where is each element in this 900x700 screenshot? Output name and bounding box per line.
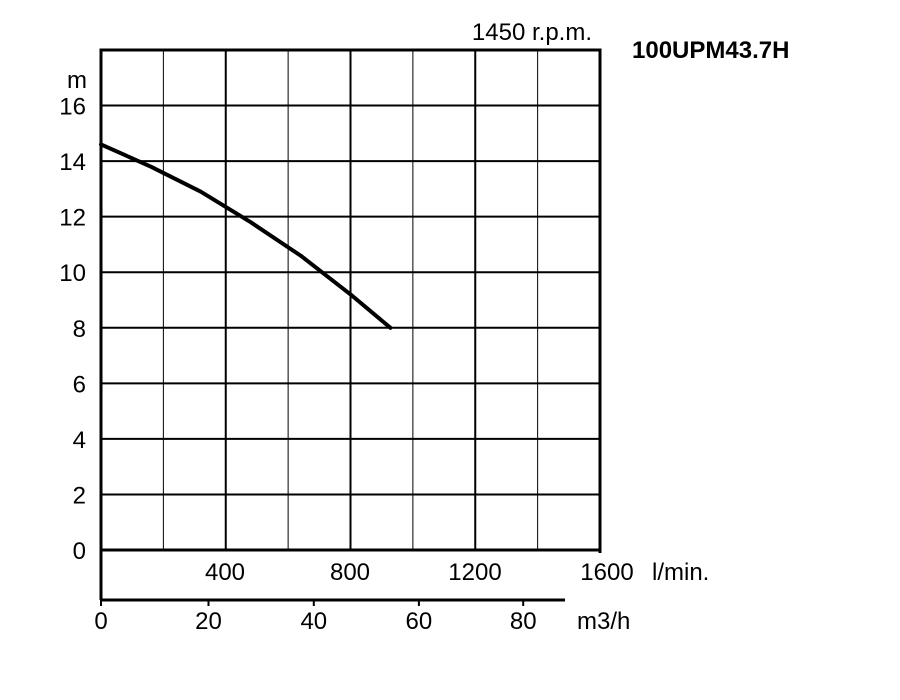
grid-lines (101, 50, 600, 550)
y-axis-label: m (67, 67, 87, 94)
x-tick-label-m3h: 0 (94, 608, 107, 635)
y-tick-labels: 0 2 4 6 8 10 12 14 16 (59, 94, 86, 565)
y-tick-label: 12 (59, 205, 86, 232)
chart-title: 100UPM43.7H (632, 37, 789, 64)
performance-curve (99, 142, 393, 330)
x-tick-label-lmin: 800 (330, 559, 370, 586)
x-tick-label-lmin: 1200 (448, 559, 501, 586)
x-tick-label-lmin: 400 (205, 559, 245, 586)
x-tick-label-m3h: 40 (300, 608, 327, 635)
x-unit-lmin: l/min. (652, 559, 709, 586)
y-tick-label: 14 (59, 149, 86, 176)
speed-label: 1450 r.p.m. (472, 19, 592, 46)
y-tick-label: 8 (73, 316, 86, 343)
y-tick-label: 10 (59, 260, 86, 287)
m3h-axis (100, 598, 565, 606)
y-tick-label: 6 (73, 371, 86, 398)
y-tick-label: 2 (73, 482, 86, 509)
x-tick-label-m3h: 60 (406, 608, 433, 635)
x-tick-label-m3h: 20 (195, 608, 222, 635)
x-tick-labels-m3h: 0 20 40 60 80 (94, 608, 536, 635)
x-tick-labels-lmin: 400 800 1200 1600 (205, 559, 634, 586)
x-tick-label-m3h: 80 (510, 608, 537, 635)
x-unit-m3h: m3/h (577, 608, 630, 635)
y-tick-label: 16 (59, 94, 86, 121)
lmin-axis-box (99, 548, 602, 600)
y-tick-label: 0 (73, 538, 86, 565)
x-tick-label-lmin: 1600 (580, 559, 633, 586)
y-tick-label: 4 (73, 427, 86, 454)
